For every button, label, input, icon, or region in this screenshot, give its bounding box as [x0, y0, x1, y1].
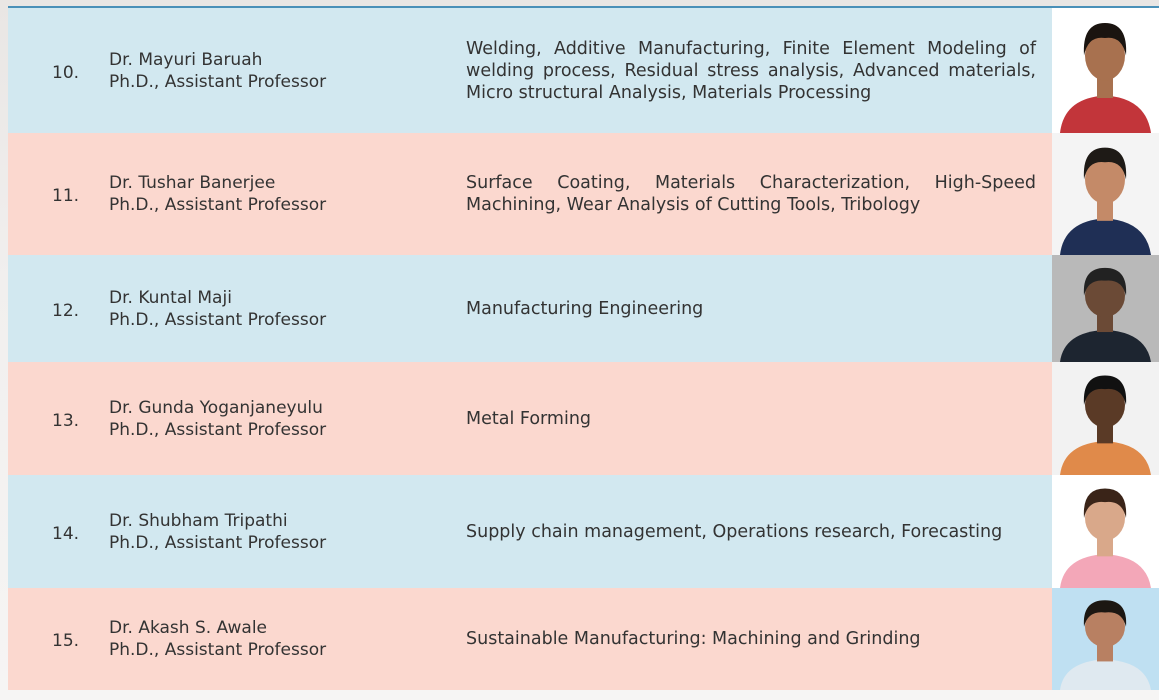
faculty-info: Dr. Tushar Banerjee Ph.D., Assistant Prof…: [109, 172, 326, 216]
photo-silhouette: [1060, 147, 1151, 255]
faculty-designation: Ph.D., Assistant Professor: [109, 419, 327, 440]
research-area: Supply chain management, Operations rese…: [466, 521, 1003, 542]
table-row: 14. Dr. Shubham Tripathi Ph.D., Assistant …: [8, 475, 1052, 588]
row-number: 12.: [52, 300, 80, 321]
faculty-designation: Ph.D., Assistant Professor: [109, 532, 327, 553]
faculty-info: Dr. Shubham Tripathi Ph.D., Assistant Pro…: [109, 510, 326, 554]
row-number: 13.: [52, 410, 80, 431]
faculty-name: Dr. Kuntal Maji: [109, 287, 232, 308]
faculty-name: Dr. Gunda Yoganjaneyulu: [109, 397, 323, 418]
faculty-info: Dr. Gunda Yoganjaneyulu Ph.D., Assistant …: [109, 397, 326, 441]
photo-silhouette: [1060, 375, 1151, 475]
row-number: 11.: [52, 186, 80, 206]
faculty-name: Dr. Mayuri Baruah: [109, 49, 263, 70]
top-rule: [8, 6, 1159, 8]
faculty-info: Dr. Akash S. Awale Ph.D., Assistant Profe…: [109, 617, 326, 661]
faculty-name: Dr. Tushar Banerjee: [109, 173, 276, 193]
faculty-name: Dr. Shubham Tripathi: [109, 510, 288, 531]
faculty-designation: Ph.D., Assistant Professor: [109, 309, 327, 330]
faculty-photo: [1052, 133, 1159, 255]
photo-silhouette: [1060, 488, 1151, 588]
faculty-photo: [1052, 8, 1159, 133]
faculty-photo: [1052, 475, 1159, 588]
table-row: 11. Dr. Tushar Banerjee Ph.D., Assistant P…: [8, 133, 1052, 255]
research-area: Sustainable Manufacturing: Machining and…: [466, 629, 921, 649]
faculty-designation: Ph.D., Assistant Professor: [109, 195, 327, 215]
row-number: 14.: [52, 523, 80, 544]
research-area: Surface Coating, Materials Characterizat…: [466, 173, 1036, 215]
photo-silhouette: [1060, 267, 1151, 362]
research-area: Manufacturing Engineering: [466, 298, 704, 319]
table-row: 13. Dr. Gunda Yoganjaneyulu Ph.D., Assista…: [8, 362, 1052, 475]
table-row: 12. Dr. Kuntal Maji Ph.D., Assistant Profe…: [8, 255, 1052, 362]
faculty-name: Dr. Akash S. Awale: [109, 618, 267, 638]
photo-silhouette: [1060, 600, 1151, 690]
photo-silhouette: [1060, 23, 1151, 133]
table-row: 15. Dr. Akash S. Awale Ph.D., Assistant Pr…: [8, 588, 1052, 690]
faculty-info: Dr. Kuntal Maji Ph.D., Assistant Professo…: [109, 287, 326, 331]
research-area: Welding, Additive Manufacturing, Finite …: [466, 38, 1036, 103]
faculty-info: Dr. Mayuri Baruah Ph.D., Assistant Profes…: [109, 49, 326, 93]
faculty-photo: [1052, 362, 1159, 475]
table-row: 10. Dr. Mayuri Baruah Ph.D., Assistant Pro…: [8, 8, 1052, 133]
faculty-designation: Ph.D., Assistant Professor: [109, 640, 327, 660]
research-area: Metal Forming: [466, 408, 592, 429]
faculty-designation: Ph.D., Assistant Professor: [109, 71, 327, 92]
faculty-photo: [1052, 255, 1159, 362]
row-number: 15.: [52, 631, 80, 651]
faculty-photo: [1052, 588, 1159, 690]
row-number: 10.: [52, 62, 80, 83]
